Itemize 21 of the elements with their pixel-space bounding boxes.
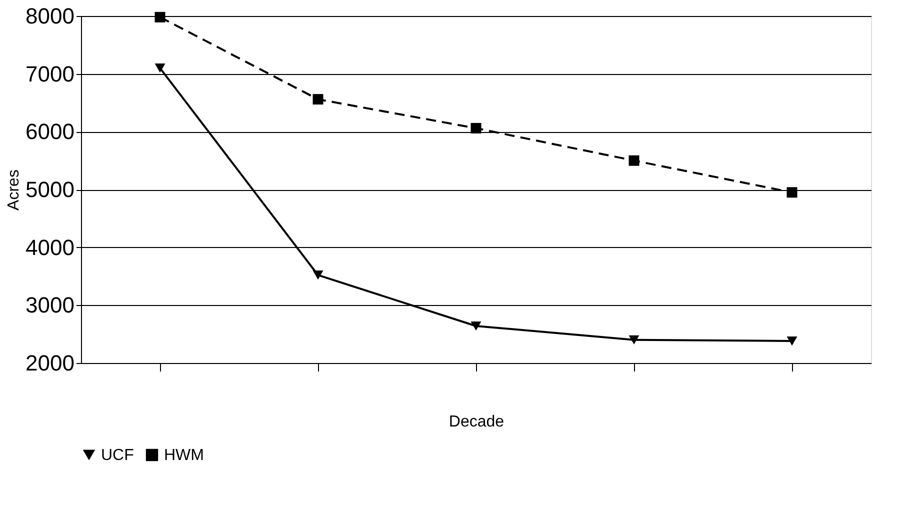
legend-label: UCF <box>101 447 134 464</box>
y-tick-label: 8000 <box>26 4 74 28</box>
x-axis-title: Decade <box>448 414 504 430</box>
y-tick-label: 3000 <box>26 292 74 318</box>
y-tick-label: 5000 <box>26 177 74 202</box>
point <box>470 321 482 331</box>
point <box>628 155 640 166</box>
point <box>312 94 324 105</box>
point <box>470 122 482 134</box>
y-axis-title: Acres <box>6 170 23 210</box>
point <box>154 12 166 22</box>
y-tick-label: 2000 <box>26 350 74 376</box>
legend-label: HWM <box>164 447 204 464</box>
y-tick-label: 6000 <box>26 119 74 144</box>
point <box>786 336 798 346</box>
point <box>312 270 324 280</box>
point <box>628 335 640 344</box>
y-tick-label: 7000 <box>26 61 74 86</box>
y-tick-label: 4000 <box>26 234 74 260</box>
point <box>154 64 166 73</box>
point <box>786 187 798 198</box>
